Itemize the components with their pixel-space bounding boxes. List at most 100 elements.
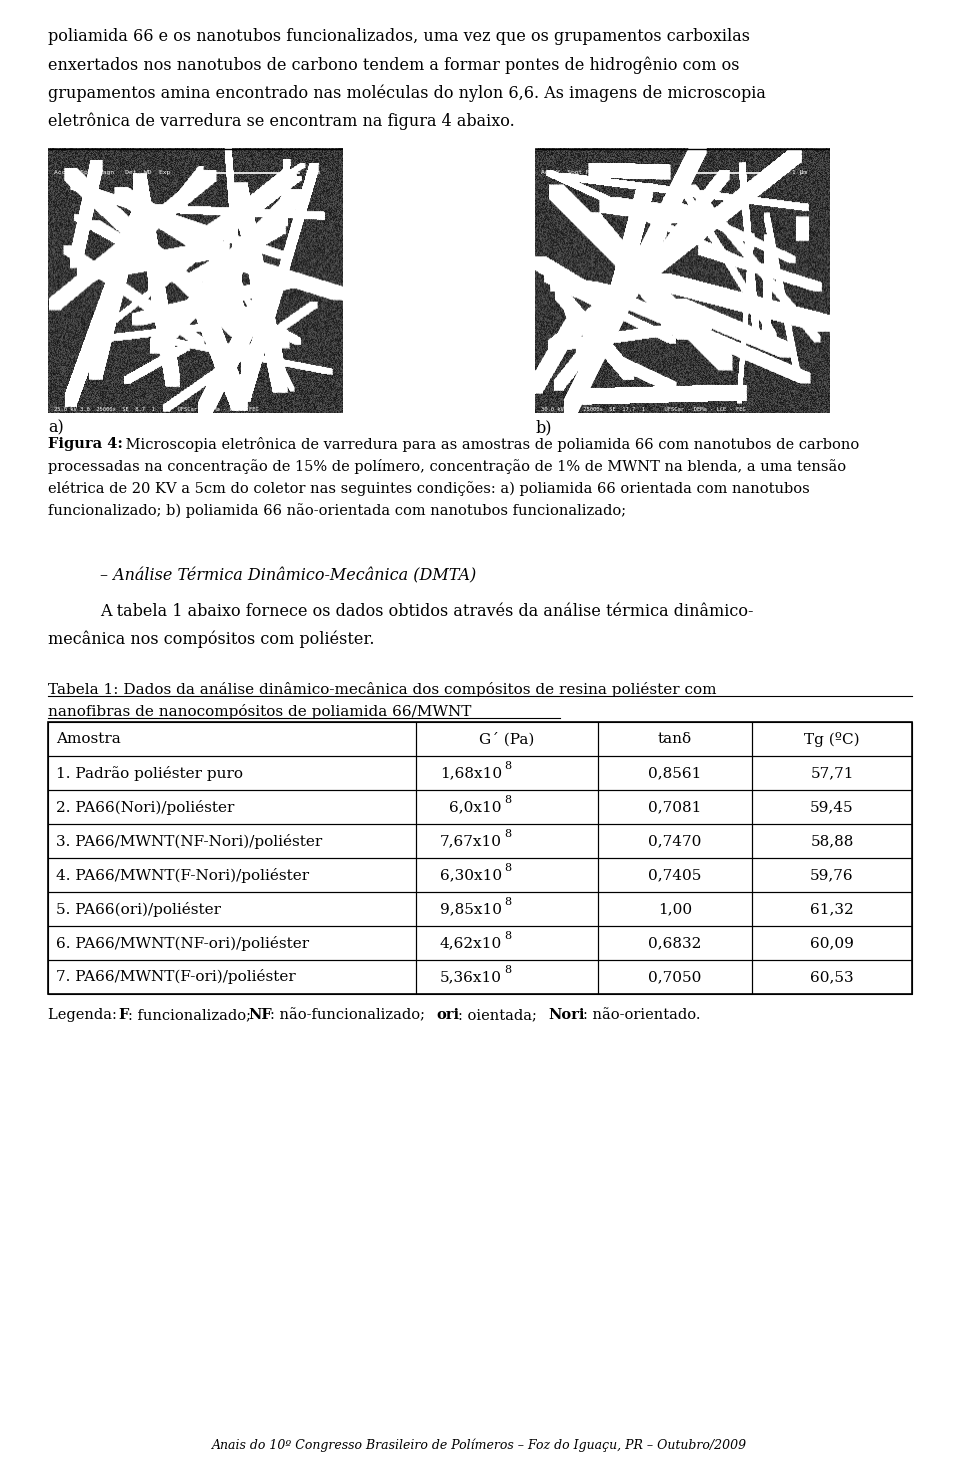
Text: a): a) (48, 418, 63, 436)
Text: : não-orientado.: : não-orientado. (583, 1007, 701, 1022)
Text: 1,68x10: 1,68x10 (440, 765, 502, 780)
Text: Nori: Nori (548, 1007, 585, 1022)
Text: funcionalizado; b) poliamida 66 não-orientada com nanotubos funcionalizado;: funcionalizado; b) poliamida 66 não-orie… (48, 503, 626, 518)
Bar (416, 857, 598, 892)
Bar (598, 959, 752, 994)
Text: 2. PA66(Nori)/poliéster: 2. PA66(Nori)/poliéster (56, 799, 234, 815)
Bar (598, 757, 752, 790)
Bar (48, 757, 416, 790)
Bar (752, 892, 912, 926)
Bar (752, 757, 912, 790)
Text: processadas na concentração de 15% de polímero, concentração de 1% de MWNT na bl: processadas na concentração de 15% de po… (48, 459, 846, 474)
Text: 5,36x10: 5,36x10 (440, 970, 502, 984)
Text: 4. PA66/MWNT(F-Nori)/poliéster: 4. PA66/MWNT(F-Nori)/poliéster (56, 868, 309, 882)
Bar (752, 857, 912, 892)
Bar (416, 790, 598, 824)
Text: mecânica nos compósitos com poliéster.: mecânica nos compósitos com poliéster. (48, 630, 374, 647)
Text: 30.0 kV 3.0  25000x  SE  17.7  1      UFSCar - DEMa - LCE - FEG: 30.0 kV 3.0 25000x SE 17.7 1 UFSCar - DE… (540, 407, 746, 411)
Text: 8: 8 (504, 965, 511, 975)
Text: 4,62x10: 4,62x10 (440, 936, 502, 951)
Bar (416, 824, 598, 857)
Bar (598, 926, 752, 959)
Text: Figura 4:: Figura 4: (48, 437, 123, 451)
Text: 57,71: 57,71 (810, 765, 853, 780)
Bar (48, 722, 912, 994)
Text: : funcionalizado;: : funcionalizado; (128, 1007, 255, 1022)
Text: G´ (Pa): G´ (Pa) (479, 732, 535, 746)
Text: NF: NF (248, 1007, 272, 1022)
Text: 1 μm: 1 μm (792, 171, 806, 175)
Text: Legenda:: Legenda: (48, 1007, 122, 1022)
Bar (416, 757, 598, 790)
Bar (48, 790, 416, 824)
Bar (416, 926, 598, 959)
Bar (598, 722, 752, 757)
Text: 59,76: 59,76 (810, 868, 853, 882)
Text: 8: 8 (504, 932, 511, 940)
Text: 5. PA66(ori)/poliéster: 5. PA66(ori)/poliéster (56, 901, 221, 917)
Text: 59,45: 59,45 (810, 800, 853, 814)
Bar (48, 892, 416, 926)
Text: 8: 8 (504, 830, 511, 838)
Bar (48, 959, 416, 994)
Text: Amostra: Amostra (56, 732, 121, 746)
Text: ori: ori (436, 1007, 459, 1022)
Text: A tabela 1 abaixo fornece os dados obtidos através da análise térmica dinâmico-: A tabela 1 abaixo fornece os dados obtid… (100, 604, 754, 620)
Bar (48, 722, 416, 757)
Text: nanofibras de nanocompósitos de poliamida 66/MWNT: nanofibras de nanocompósitos de poliamid… (48, 704, 471, 719)
Text: Anais do 10º Congresso Brasileiro de Polímeros – Foz do Iguaçu, PR – Outubro/200: Anais do 10º Congresso Brasileiro de Pol… (212, 1438, 748, 1452)
Bar (598, 790, 752, 824)
Text: 60,53: 60,53 (810, 970, 853, 984)
Bar (598, 892, 752, 926)
Text: 0,7050: 0,7050 (648, 970, 702, 984)
Text: Tg (ºC): Tg (ºC) (804, 732, 860, 746)
Text: 1. Padrão poliéster puro: 1. Padrão poliéster puro (56, 765, 243, 780)
Text: 8: 8 (504, 761, 511, 771)
Bar (416, 959, 598, 994)
Bar (48, 857, 416, 892)
Text: elétrica de 20 KV a 5cm do coletor nas seguintes condições: a) poliamida 66 orie: elétrica de 20 KV a 5cm do coletor nas s… (48, 481, 809, 496)
Text: 1 μm: 1 μm (304, 171, 320, 175)
Text: 7,67x10: 7,67x10 (440, 834, 502, 849)
Text: Microscopia eletrônica de varredura para as amostras de poliamida 66 com nanotub: Microscopia eletrônica de varredura para… (121, 437, 859, 452)
Text: 1,00: 1,00 (658, 903, 692, 916)
Text: 6,0x10: 6,0x10 (449, 800, 502, 814)
Text: 0,6832: 0,6832 (648, 936, 702, 951)
Text: 6,30x10: 6,30x10 (440, 868, 502, 882)
Bar (416, 722, 598, 757)
Text: eletrônica de varredura se encontram na figura 4 abaixo.: eletrônica de varredura se encontram na … (48, 112, 515, 130)
Bar (752, 790, 912, 824)
Text: grupamentos amina encontrado nas moléculas do nylon 6,6. As imagens de microscop: grupamentos amina encontrado nas molécul… (48, 85, 766, 102)
Text: poliamida 66 e os nanotubos funcionalizados, uma vez que os grupamentos carboxil: poliamida 66 e os nanotubos funcionaliza… (48, 28, 750, 45)
Bar (48, 824, 416, 857)
Text: : não-funcionalizado;: : não-funcionalizado; (270, 1007, 430, 1022)
Text: 60,09: 60,09 (810, 936, 854, 951)
Text: 0,7470: 0,7470 (648, 834, 702, 849)
Text: enxertados nos nanotubos de carbono tendem a formar pontes de hidrogênio com os: enxertados nos nanotubos de carbono tend… (48, 55, 739, 73)
Text: : oientada;: : oientada; (458, 1007, 541, 1022)
Text: 58,88: 58,88 (810, 834, 853, 849)
Text: 25.0 kV 3.0  25000x  SE  8.7  1       UFSCar - DEMa - LCE - FEG: 25.0 kV 3.0 25000x SE 8.7 1 UFSCar - DEM… (54, 407, 258, 411)
Text: 8: 8 (504, 863, 511, 873)
Bar (752, 722, 912, 757)
Bar (48, 926, 416, 959)
Text: 61,32: 61,32 (810, 903, 853, 916)
Text: Acc.V  Spot Magn   Det  WD  Exp: Acc.V Spot Magn Det WD Exp (54, 171, 170, 175)
Bar (752, 926, 912, 959)
Text: 8: 8 (504, 897, 511, 907)
Text: 8: 8 (504, 795, 511, 805)
Text: F: F (118, 1007, 129, 1022)
Text: 7. PA66/MWNT(F-ori)/poliéster: 7. PA66/MWNT(F-ori)/poliéster (56, 970, 296, 984)
Text: b): b) (535, 418, 551, 436)
Bar (598, 857, 752, 892)
Text: 6. PA66/MWNT(NF-ori)/poliéster: 6. PA66/MWNT(NF-ori)/poliéster (56, 936, 309, 951)
Bar (598, 824, 752, 857)
Bar (752, 824, 912, 857)
Text: 0,7081: 0,7081 (648, 800, 702, 814)
Text: 9,85x10: 9,85x10 (440, 903, 502, 916)
Bar (752, 959, 912, 994)
Text: 0,8561: 0,8561 (648, 765, 702, 780)
Text: 0,7405: 0,7405 (648, 868, 702, 882)
Text: – Análise Térmica Dinâmico-Mecânica (DMTA): – Análise Térmica Dinâmico-Mecânica (DMT… (100, 567, 476, 585)
Text: Acc.V  Spot Magn   Det  WD  Exp: Acc.V Spot Magn Det WD Exp (540, 171, 658, 175)
